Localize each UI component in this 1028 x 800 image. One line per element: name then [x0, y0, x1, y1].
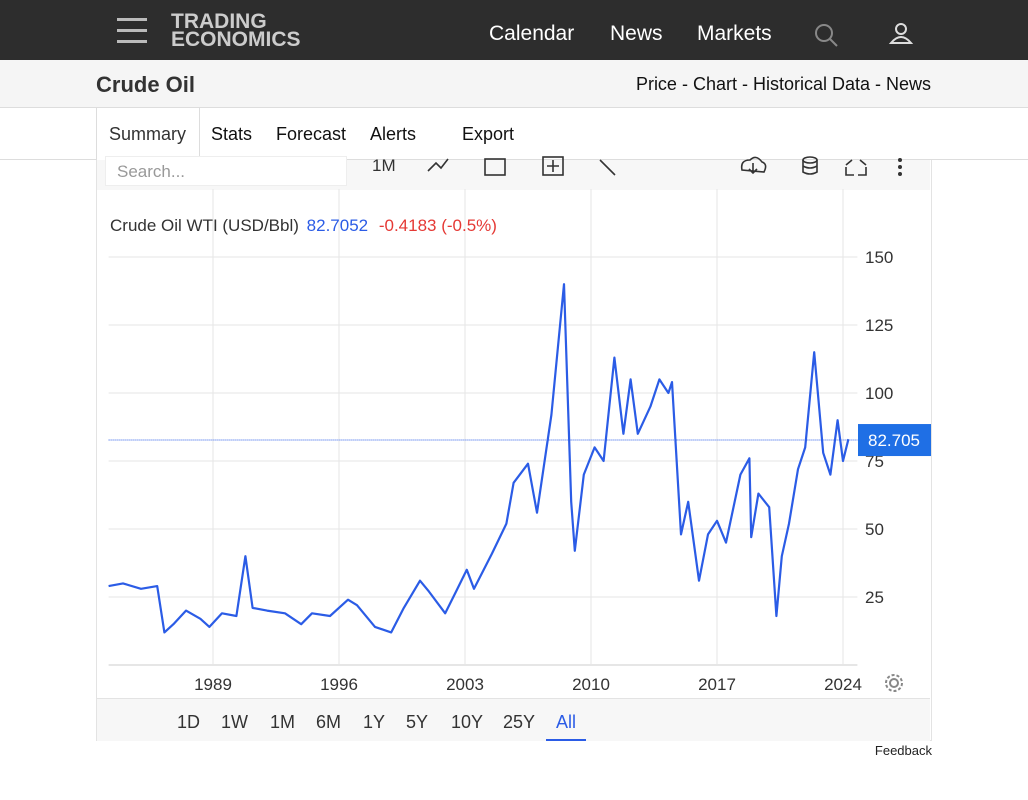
sub-header: Crude Oil Price - Chart - Historical Dat…	[0, 60, 1028, 108]
legend-price: 82.7052	[306, 216, 369, 235]
range-button[interactable]: 10Y	[451, 712, 484, 732]
range-button[interactable]: 1W	[221, 712, 248, 732]
search-placeholder: Search...	[117, 162, 186, 181]
range-button[interactable]: 1M	[270, 712, 296, 732]
tab-row	[0, 108, 1028, 160]
range-button[interactable]: 25Y	[503, 712, 536, 732]
range-button[interactable]: 6M	[316, 712, 342, 732]
logo[interactable]: TRADING ECONOMICS	[171, 10, 301, 51]
chart-legend: Crude Oil WTI (USD/Bbl) 82.7052 -0.4183 …	[110, 216, 497, 236]
page-title: Crude Oil	[96, 72, 196, 97]
tab[interactable]: Alerts	[370, 124, 417, 144]
range-button[interactable]: 1Y	[363, 712, 386, 732]
tab[interactable]: Summary	[109, 124, 187, 144]
search-icon[interactable]	[815, 24, 838, 47]
nav-link[interactable]: Calendar	[489, 22, 575, 45]
legend-change: -0.4183 (-0.5%)	[378, 216, 497, 235]
range-button[interactable]: All	[546, 712, 587, 741]
user-icon[interactable]	[888, 23, 914, 44]
active-tab	[96, 108, 200, 160]
top-bar: TRADING ECONOMICS Calendar News Markets	[0, 0, 1028, 60]
chart-panel	[96, 160, 932, 741]
range-button[interactable]: 5Y	[406, 712, 429, 732]
logo-line: ECONOMICS	[171, 28, 301, 51]
range-bar	[97, 698, 930, 741]
header-icons	[815, 23, 914, 47]
logo-line: TRADING	[171, 10, 267, 33]
page-links[interactable]: Price - Chart - Historical Data - News	[635, 74, 931, 94]
range-button[interactable]: 1D	[177, 712, 201, 732]
tab[interactable]: Export	[462, 124, 515, 144]
interval-button[interactable]: 1M	[372, 156, 396, 175]
legend-title: Crude Oil WTI (USD/Bbl)	[110, 216, 299, 235]
menu-button[interactable]	[117, 18, 147, 44]
tab[interactable]: Stats	[211, 124, 253, 144]
nav-link[interactable]: Markets	[697, 22, 772, 45]
tab[interactable]: Forecast	[276, 124, 347, 144]
feedback-link[interactable]: Feedback	[874, 743, 932, 758]
nav-link[interactable]: News	[610, 22, 663, 45]
search-box[interactable]: Search...	[105, 156, 347, 186]
